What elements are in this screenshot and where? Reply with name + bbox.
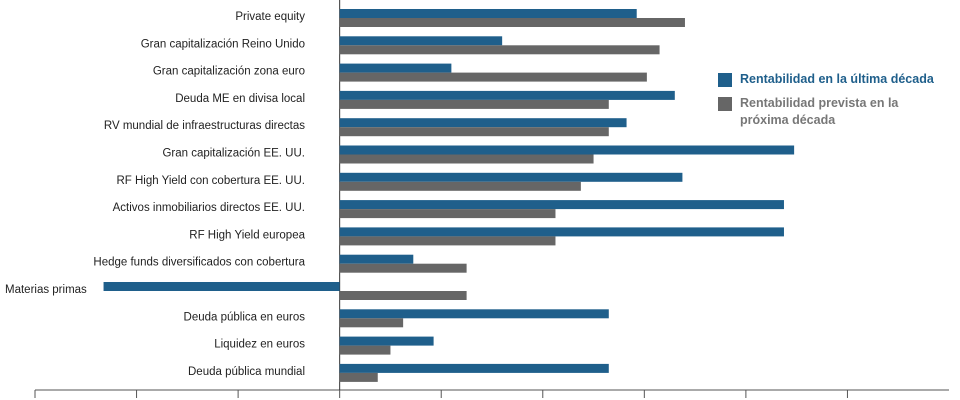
bar (339, 45, 660, 55)
category-label: RF High Yield europea (189, 229, 305, 241)
bar (339, 372, 378, 382)
category-label: Gran capitalización zona euro (153, 66, 305, 78)
bar (339, 18, 685, 27)
category-label: Materias primas (5, 284, 87, 296)
bar (339, 227, 784, 237)
bar (339, 154, 594, 164)
bar (339, 181, 581, 191)
category-label: RF High Yield con cobertura EE. UU. (116, 175, 305, 187)
bar (339, 90, 675, 100)
legend-label: Rentabilidad prevista en la próxima déca… (740, 96, 899, 127)
bar (339, 145, 795, 155)
bar (339, 291, 467, 300)
category-label: Private equity (235, 11, 305, 23)
bar (339, 63, 452, 73)
bar (339, 318, 404, 328)
category-label: Hedge funds diversificados con cobertura (93, 257, 305, 269)
legend-swatch (718, 97, 732, 111)
bar (339, 118, 627, 128)
bar (339, 336, 434, 346)
category-label: Activos inmobiliarios directos EE. UU. (113, 202, 305, 214)
bar (339, 254, 414, 264)
bar (339, 209, 556, 219)
category-label: RV mundial de infraestructuras directas (104, 120, 305, 132)
category-label: Liquidez en euros (214, 339, 305, 351)
bar (339, 200, 784, 210)
legend-swatch (718, 73, 732, 87)
bar (339, 172, 683, 182)
bar (339, 309, 609, 319)
category-label: Deuda ME en divisa local (175, 93, 305, 105)
bar (339, 363, 609, 373)
bar (339, 99, 609, 109)
legend-label: Rentabilidad en la última década (740, 72, 934, 86)
bar (339, 36, 503, 46)
category-label: Gran capitalización Reino Unido (141, 38, 305, 50)
bar (339, 9, 637, 18)
bar (339, 345, 391, 355)
category-label: Gran capitalización EE. UU. (162, 148, 305, 160)
bar (339, 72, 647, 82)
bar (339, 263, 467, 273)
bar (339, 236, 556, 246)
category-label: Deuda pública en euros (184, 311, 306, 323)
bar (103, 282, 340, 291)
category-label: Deuda pública mundial (188, 366, 305, 378)
bar (339, 127, 609, 137)
